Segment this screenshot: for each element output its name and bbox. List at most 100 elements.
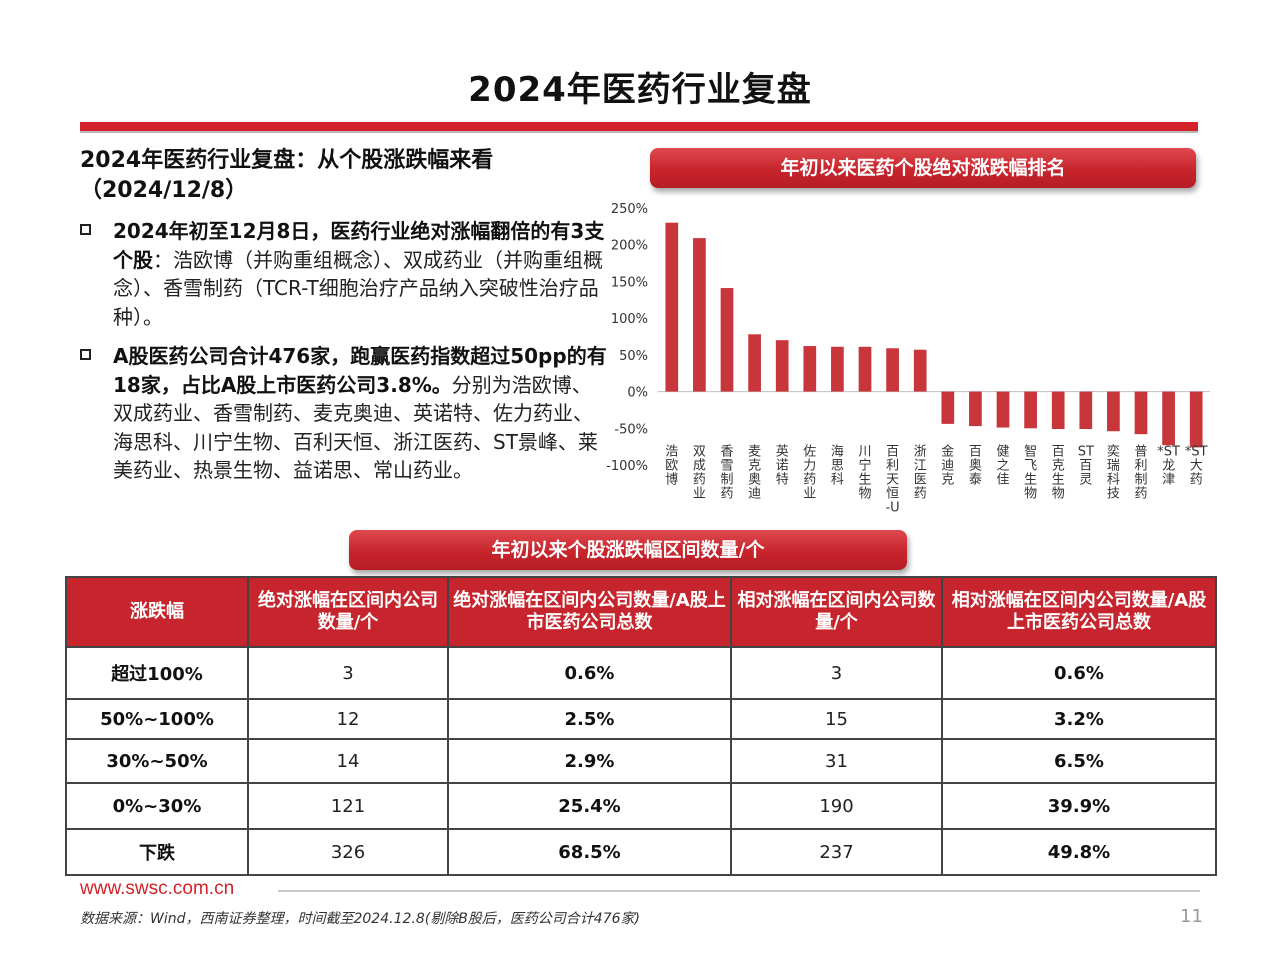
bullet-item-1: 2024年初至12月8日，医药行业绝对涨幅翻倍的有3支个股：浩欧博（并购重组概念…: [80, 217, 610, 331]
table-row: 50%~100% 12 2.5% 15 3.2%: [65, 698, 1217, 740]
row-rel-ratio: 39.9%: [941, 782, 1217, 830]
x-tick-label: ST 百灵: [1078, 445, 1094, 488]
header-abs-ratio: 绝对涨幅在区间内公司数量/A股上市医药公司总数: [447, 576, 732, 648]
x-tick-label: 百克生物: [1052, 445, 1065, 502]
table-row: 30%~50% 14 2.9% 31 6.5%: [65, 738, 1217, 784]
x-tick-label: 佐力药业: [803, 445, 816, 502]
bar: [886, 348, 899, 392]
bar: [775, 340, 789, 392]
x-tick-label: 浩欧博: [665, 445, 678, 488]
bullet-square-icon: [80, 349, 91, 360]
y-tick-label: 250%: [611, 202, 648, 217]
x-tick-label: 健之佳: [996, 445, 1009, 488]
x-tick-label: 百奥泰: [969, 445, 982, 488]
table-row: 下跌 326 68.5% 237 49.8%: [65, 828, 1217, 876]
section-heading: 2024年医药行业复盘：从个股涨跌幅来看 （2024/12/8）: [80, 146, 600, 206]
bar: [996, 391, 1010, 428]
title-underline-grey: [80, 131, 1198, 133]
y-tick-label: 100%: [611, 312, 648, 327]
row-abs-count: 3: [247, 646, 449, 700]
bar: [858, 346, 872, 392]
y-tick-label: 50%: [619, 349, 648, 364]
header-abs-count: 绝对涨幅在区间内公司数量/个: [247, 576, 449, 648]
range-count-table: 涨跌幅 绝对涨幅在区间内公司数量/个 绝对涨幅在区间内公司数量/A股上市医药公司…: [65, 576, 1217, 876]
bullet-2-bold: A股医药公司合计476家，跑赢医药指数超过50pp的有18家，占比A股上市医药公…: [113, 344, 607, 397]
x-tick-label: 海思科: [831, 445, 844, 488]
row-rel-ratio: 49.8%: [941, 828, 1217, 876]
row-range: 下跌: [65, 828, 249, 876]
bar: [1162, 391, 1175, 446]
x-tick-label: 金迪克: [941, 444, 954, 488]
row-rel-count: 15: [730, 698, 943, 740]
bar: [831, 346, 844, 392]
row-abs-ratio: 68.5%: [447, 828, 732, 876]
bar: [913, 349, 927, 392]
row-abs-count: 326: [247, 828, 449, 876]
row-abs-ratio: 25.4%: [447, 782, 732, 830]
row-abs-ratio: 0.6%: [447, 646, 732, 700]
bar: [748, 334, 761, 392]
page-title: 2024年医药行业复盘: [468, 70, 812, 110]
y-tick-label: -100%: [606, 459, 648, 474]
row-rel-count: 190: [730, 782, 943, 830]
x-tick-label: *ST 大药: [1185, 445, 1208, 488]
header-rel-count: 相对涨幅在区间内公司数量/个: [730, 576, 943, 648]
bullet-1-bold: 2024年初至12月8日，医药行业绝对涨幅翻倍的有3支个股: [113, 219, 605, 272]
row-rel-count: 3: [730, 646, 943, 700]
bar: [969, 391, 982, 427]
row-range: 超过100%: [65, 646, 249, 700]
page-number: 11: [1180, 906, 1203, 927]
section-heading-line1: 2024年医药行业复盘：从个股涨跌幅来看: [80, 148, 494, 173]
table-title-banner: 年初以来个股涨跌幅区间数量/个: [349, 530, 907, 570]
x-tick-label: 百利天恒-U: [885, 445, 899, 516]
x-tick-label: 英诺特: [776, 445, 789, 488]
bullet-square-icon: [80, 224, 91, 235]
header-rel-ratio: 相对涨幅在区间内公司数量/A股上市医药公司总数: [941, 576, 1217, 648]
bar: [1024, 391, 1037, 429]
header-range: 涨跌幅: [65, 576, 249, 648]
x-tick-label: 香雪制药: [720, 445, 733, 502]
bullet-item-2: A股医药公司合计476家，跑赢医药指数超过50pp的有18家，占比A股上市医药公…: [80, 342, 610, 485]
row-rel-ratio: 3.2%: [941, 698, 1217, 740]
section-heading-line2: （2024/12/8）: [80, 178, 248, 203]
bar: [1189, 391, 1203, 448]
x-tick-label: 奕瑞科技: [1107, 444, 1120, 502]
bar: [1079, 391, 1093, 430]
bar: [665, 222, 679, 392]
bullet-2-text: 分别为浩欧博、双成药业、香雪制药、麦克奥迪、英诺特、佐力药业、海思科、川宁生物、…: [113, 372, 598, 483]
row-rel-count: 237: [730, 828, 943, 876]
row-abs-count: 121: [247, 782, 449, 830]
x-tick-label: 智飞生物: [1024, 445, 1037, 502]
row-range: 30%~50%: [65, 738, 249, 784]
row-abs-count: 14: [247, 738, 449, 784]
x-tick-label: 川宁生物: [858, 445, 871, 502]
row-rel-ratio: 6.5%: [941, 738, 1217, 784]
y-tick-label: 200%: [611, 239, 648, 254]
title-underline-red: [80, 122, 1198, 131]
bar: [693, 238, 706, 392]
row-range: 50%~100%: [65, 698, 249, 740]
row-abs-ratio: 2.5%: [447, 698, 732, 740]
x-tick-label: 双成药业: [693, 445, 706, 502]
table-row: 0%~30% 121 25.4% 190 39.9%: [65, 782, 1217, 830]
bullet-1-text: ：浩欧博（并购重组概念）、双成药业（并购重组概念）、香雪制药（TCR-T细胞治疗…: [113, 247, 603, 329]
chart-title-banner: 年初以来医药个股绝对涨跌幅排名: [650, 148, 1196, 188]
x-tick-label: *ST 龙津: [1157, 445, 1180, 488]
bar: [1051, 391, 1065, 430]
row-abs-ratio: 2.9%: [447, 738, 732, 784]
row-abs-count: 12: [247, 698, 449, 740]
footer-divider: [278, 890, 1200, 892]
y-tick-label: 150%: [611, 275, 648, 290]
x-tick-label: 浙江医药: [914, 445, 927, 502]
row-rel-ratio: 0.6%: [941, 646, 1217, 700]
stock-change-bar-chart: -100% -50% 0% 50% 100% 150% 200% 250% 浩欧博 双成药业 香雪制…: [606, 202, 1210, 516]
bar: [720, 288, 734, 392]
bar: [1107, 391, 1120, 432]
data-source-note: 数据来源：Wind，西南证券整理，时间截至2024.12.8(剔除B股后，医药公…: [80, 911, 640, 927]
footer-url[interactable]: www.swsc.com.cn: [80, 878, 235, 899]
bar: [803, 346, 817, 392]
x-tick-label: 麦克奥迪: [748, 445, 761, 502]
bar: [941, 391, 955, 424]
table-row: 超过100% 3 0.6% 3 0.6%: [65, 646, 1217, 700]
y-tick-label: 0%: [627, 386, 648, 401]
